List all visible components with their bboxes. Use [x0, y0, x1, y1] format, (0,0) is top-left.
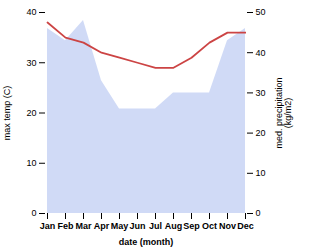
svg-text:Oct: Oct: [202, 221, 217, 231]
svg-text:30: 30: [256, 88, 266, 98]
svg-text:10: 10: [256, 168, 266, 178]
svg-text:med. precipitation(kg/m2): med. precipitation(kg/m2): [274, 77, 293, 148]
svg-text:Nov: Nov: [219, 221, 236, 231]
svg-text:Aug: Aug: [165, 221, 183, 231]
svg-text:Sep: Sep: [183, 221, 200, 231]
svg-text:20: 20: [26, 108, 36, 118]
svg-text:Jul: Jul: [149, 221, 162, 231]
svg-text:20: 20: [256, 128, 266, 138]
svg-text:0: 0: [31, 208, 36, 218]
svg-text:0: 0: [256, 208, 261, 218]
svg-text:Apr: Apr: [94, 221, 110, 231]
svg-text:50: 50: [256, 7, 266, 17]
svg-text:Dec: Dec: [237, 221, 254, 231]
svg-text:40: 40: [256, 48, 266, 58]
svg-text:10: 10: [26, 158, 36, 168]
svg-text:30: 30: [26, 58, 36, 68]
svg-text:max temp (C): max temp (C): [2, 86, 12, 141]
svg-text:Jan: Jan: [40, 221, 56, 231]
svg-text:Feb: Feb: [57, 221, 74, 231]
svg-text:date (month): date (month): [119, 237, 174, 247]
svg-text:Jun: Jun: [129, 221, 145, 231]
svg-text:40: 40: [26, 7, 36, 17]
svg-text:May: May: [111, 221, 129, 231]
svg-text:Mar: Mar: [75, 221, 92, 231]
